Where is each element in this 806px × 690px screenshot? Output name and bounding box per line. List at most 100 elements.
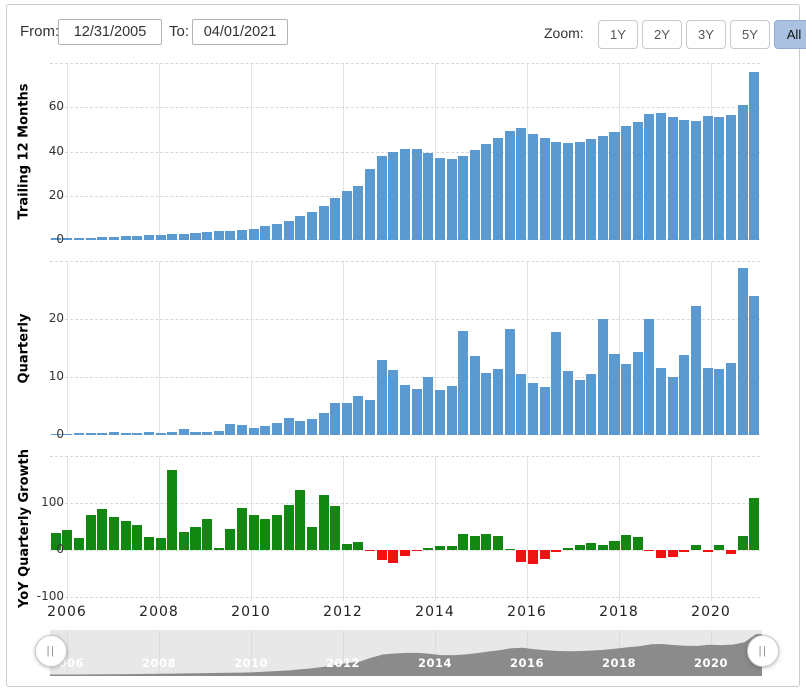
year-gridline xyxy=(343,63,344,240)
navigator-year-label: 2010 xyxy=(233,656,268,670)
quarterly-bar xyxy=(493,369,504,435)
zoom-button-1y[interactable]: 1Y xyxy=(598,20,638,49)
yoy-growth-bar xyxy=(213,547,224,550)
quarterly-bar xyxy=(190,431,201,435)
year-gridline xyxy=(251,261,252,435)
yoy-growth-chart-plot[interactable] xyxy=(50,456,760,601)
year-gridline xyxy=(527,456,528,601)
quarterly-bar xyxy=(178,429,189,435)
quarterly-bar xyxy=(528,383,539,435)
from-date-input[interactable] xyxy=(58,19,162,45)
yoy-growth-bar xyxy=(656,550,667,559)
y-tick-label: 60 xyxy=(48,99,64,114)
yoy-growth-bar xyxy=(178,532,189,550)
quarterly-bar xyxy=(574,379,585,435)
ttm-bar xyxy=(365,169,376,240)
ttm-bar xyxy=(108,236,120,240)
quarterly-bar xyxy=(213,430,224,435)
y-tick-label: 100 xyxy=(41,495,64,509)
ttm-bar xyxy=(202,232,213,240)
ttm-bar xyxy=(597,136,608,240)
range-navigator[interactable]: 2006 2008 2010 2012 2014 2016 2018 2020 xyxy=(50,630,762,676)
ttm-bar xyxy=(725,115,736,240)
ttm-chart-plot[interactable] xyxy=(50,63,760,240)
ttm-bar xyxy=(481,143,492,240)
quarterly-bar xyxy=(143,432,154,435)
yoy-growth-bar xyxy=(586,542,597,550)
ttm-bar xyxy=(434,158,445,240)
ttm-bar xyxy=(528,133,539,240)
quarterly-bar xyxy=(341,403,352,435)
year-gridline xyxy=(619,261,620,435)
quarterly-bar xyxy=(737,267,748,435)
ttm-bar xyxy=(516,128,527,240)
quarterly-bar xyxy=(50,433,61,435)
ttm-bar xyxy=(213,231,224,240)
yoy-growth-bar xyxy=(50,532,61,550)
navigator-gridline xyxy=(251,630,252,676)
year-gridline xyxy=(159,261,160,435)
from-label: From: xyxy=(20,23,60,40)
ttm-bar xyxy=(551,141,562,240)
yoy-growth-bar xyxy=(609,540,620,550)
ttm-axis-title-wrap: Trailing 12 Months xyxy=(14,63,34,240)
year-gridline xyxy=(619,456,620,601)
year-gridline xyxy=(67,63,68,240)
ttm-bar xyxy=(702,116,713,240)
navigator-handle-left[interactable]: || xyxy=(35,635,67,667)
quarterly-bar xyxy=(586,374,597,435)
quarterly-bar xyxy=(516,373,527,435)
zoom-button-2y[interactable]: 2Y xyxy=(642,20,682,49)
navigator-gridline xyxy=(343,630,344,676)
to-label: To: xyxy=(169,23,190,40)
yoy-growth-bar xyxy=(283,505,294,550)
ttm-bar xyxy=(178,233,189,240)
yoy-growth-bar xyxy=(702,550,713,552)
quarterly-bar xyxy=(330,402,341,435)
y-gridline xyxy=(50,107,760,109)
ttm-bar xyxy=(504,130,515,240)
ttm-bar xyxy=(295,216,306,240)
yoy-growth-bar xyxy=(108,517,120,550)
y-gridline xyxy=(50,319,760,320)
y-gridline xyxy=(50,377,760,378)
yoy-growth-bar xyxy=(632,536,643,550)
y-gridline xyxy=(50,597,760,598)
x-tick-label: 2018 xyxy=(599,604,639,620)
quarterly-bar xyxy=(62,433,73,435)
ttm-bar xyxy=(632,121,643,240)
ttm-bar xyxy=(260,226,271,240)
quarterly-bar xyxy=(702,368,713,435)
year-gridline xyxy=(159,63,160,240)
quarterly-bar xyxy=(306,419,317,435)
zoom-button-3y[interactable]: 3Y xyxy=(686,20,726,49)
quarterly-bar xyxy=(202,431,213,435)
quarterly-bar xyxy=(434,389,445,435)
yoy-growth-bar xyxy=(574,545,585,550)
yoy-growth-bar xyxy=(469,535,480,550)
quarterly-bar xyxy=(353,395,364,435)
yoy-growth-bar xyxy=(493,535,504,550)
ttm-bar xyxy=(399,149,410,240)
ttm-bar xyxy=(621,126,632,240)
yoy-growth-bar xyxy=(74,538,85,550)
quarterly-bar xyxy=(679,354,690,435)
quarterly-bar xyxy=(690,305,701,435)
y-tick-label: 0 xyxy=(56,232,64,246)
ttm-bar xyxy=(644,114,655,240)
zoom-button-all[interactable]: All xyxy=(774,20,806,49)
quarterly-bar xyxy=(609,354,620,435)
quarterly-bar xyxy=(411,388,422,435)
quarterly-bar xyxy=(295,420,306,435)
zoom-button-5y[interactable]: 5Y xyxy=(730,20,770,49)
navigator-handle-right[interactable]: || xyxy=(747,635,779,667)
x-tick-label: 2008 xyxy=(139,604,179,620)
quarterly-bar xyxy=(725,362,736,435)
yoy-growth-bar xyxy=(725,550,736,554)
x-tick-label: 2010 xyxy=(231,604,271,620)
quarterly-bar xyxy=(271,422,282,435)
quarterly-chart-plot[interactable] xyxy=(50,261,760,435)
yoy-growth-bar xyxy=(446,546,457,550)
to-date-input[interactable] xyxy=(192,19,288,45)
quarterly-bar xyxy=(225,423,236,435)
